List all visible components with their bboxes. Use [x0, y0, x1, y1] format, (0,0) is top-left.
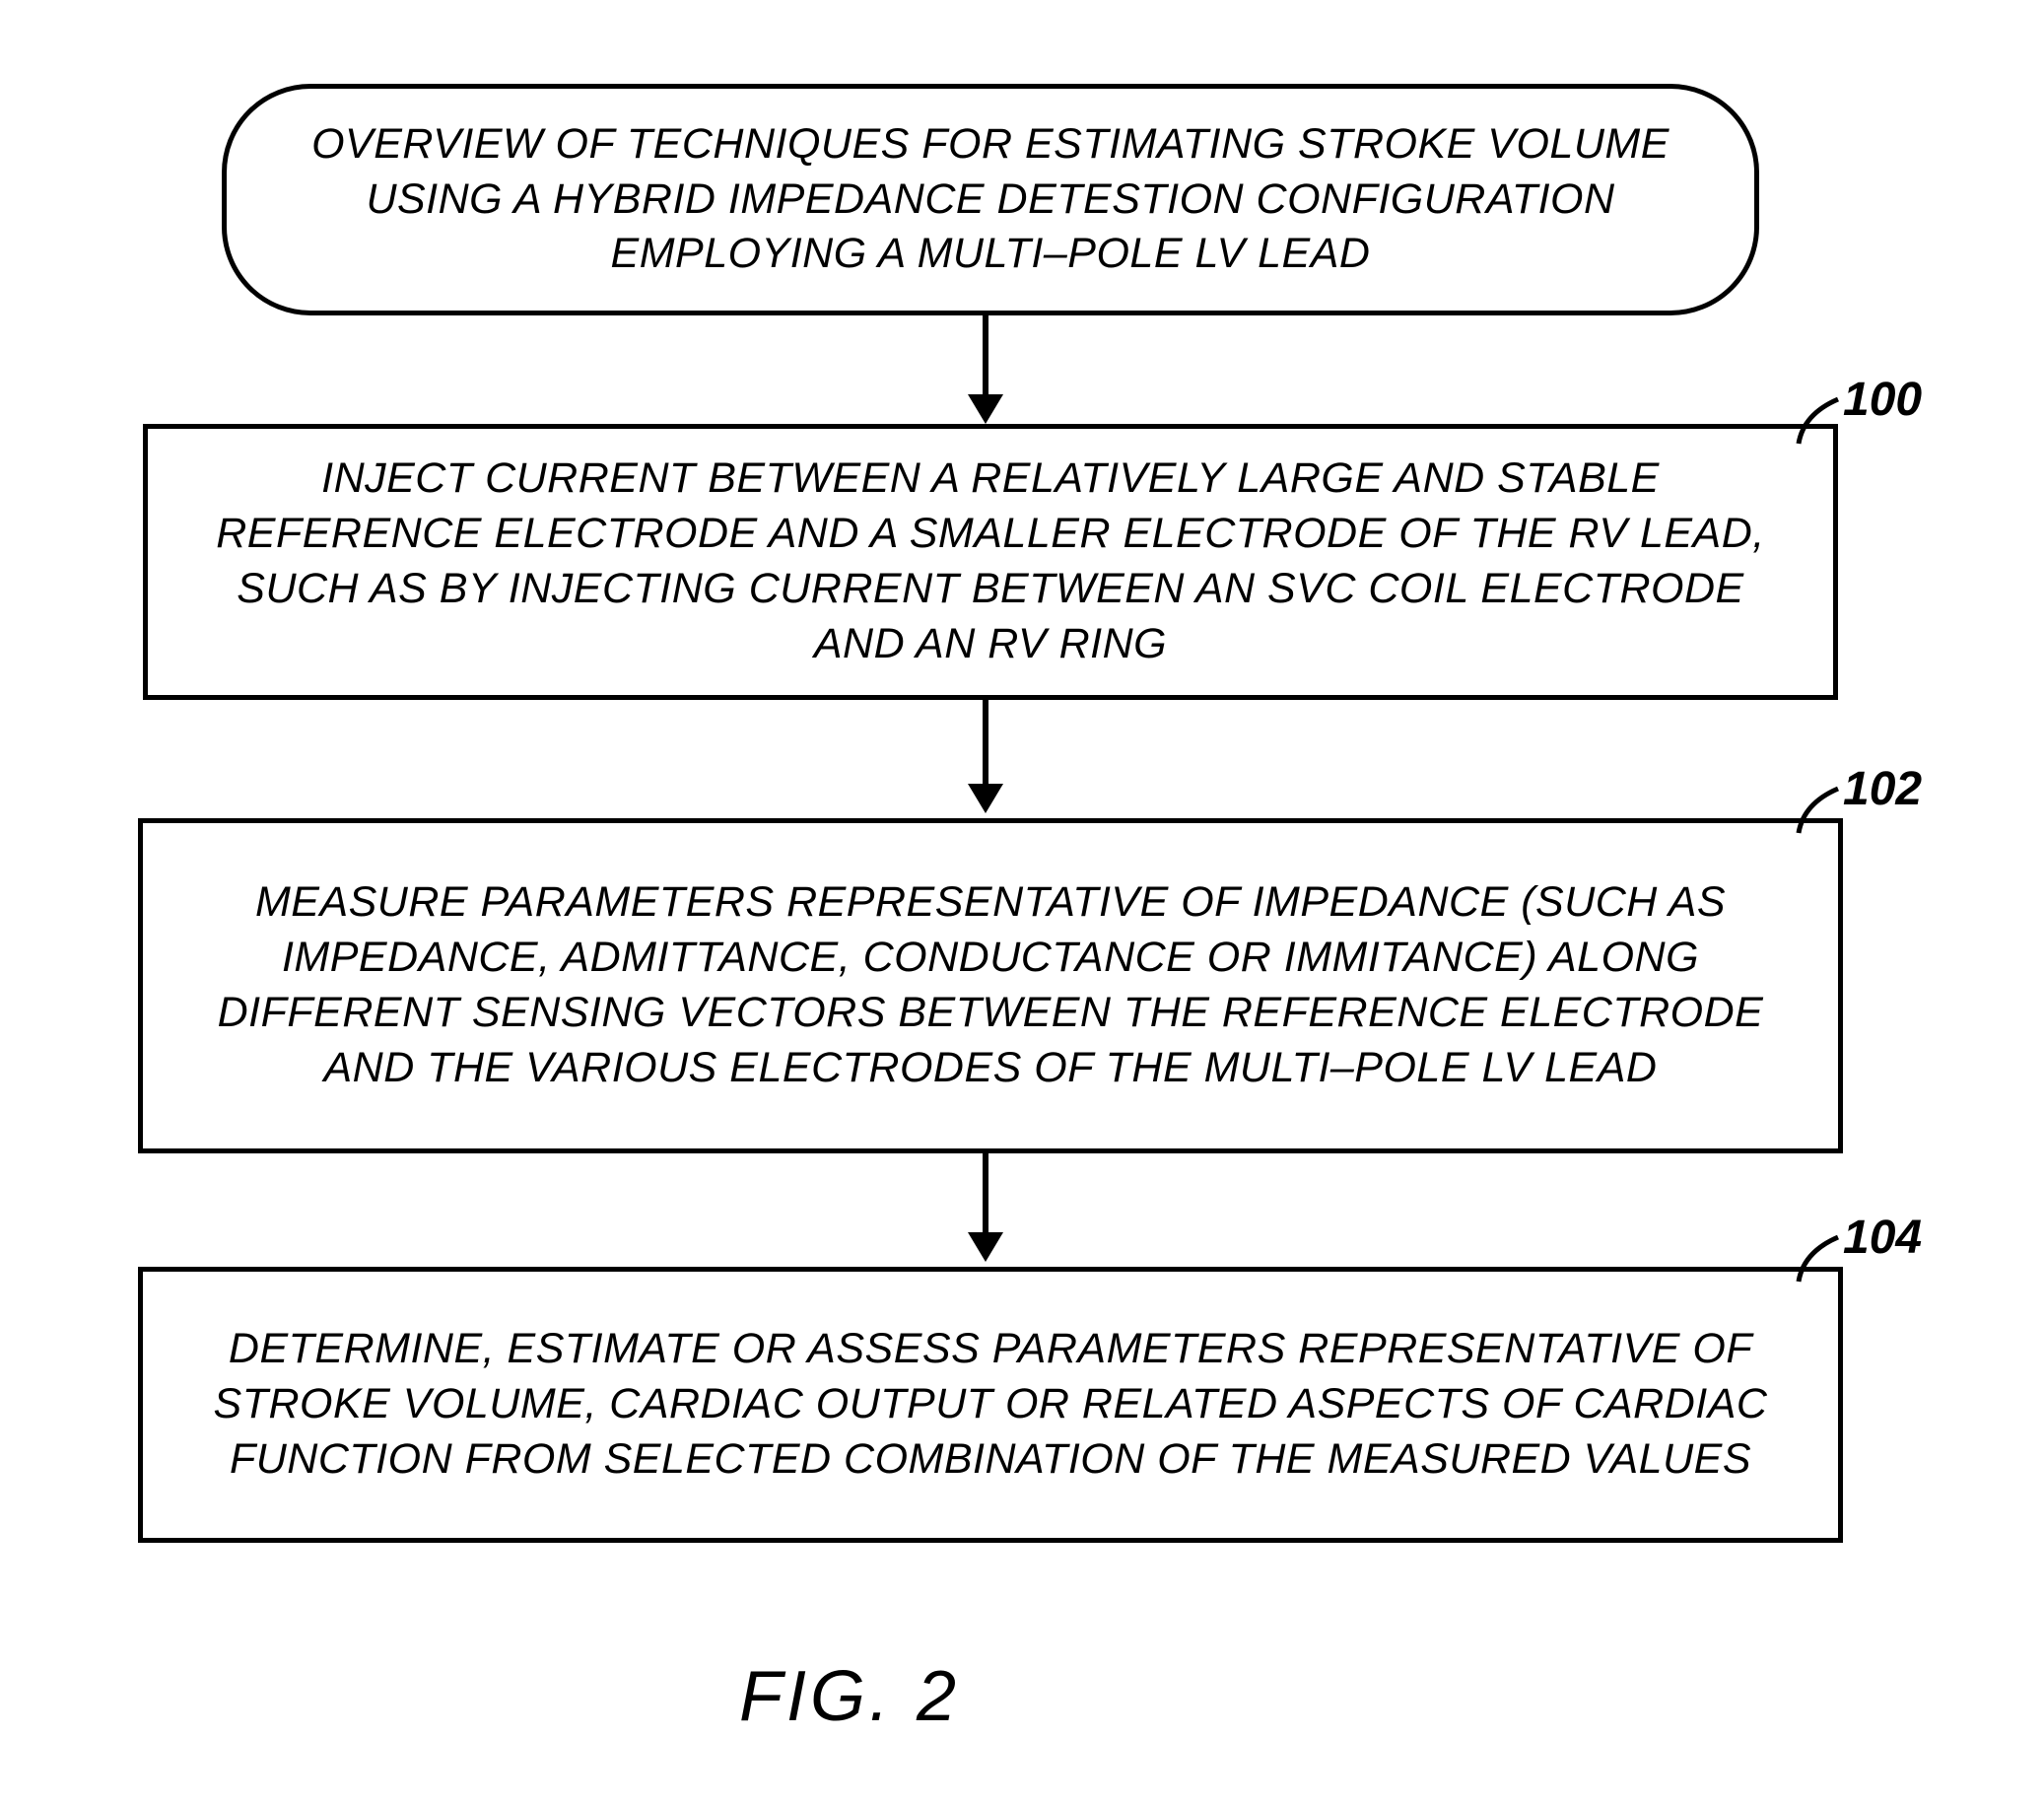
step-102-box: MEASURE PARAMETERS REPRESENTATIVE OF IMP…: [138, 818, 1843, 1153]
ref-102-label: 102: [1843, 762, 1922, 816]
arrow-1-head: [968, 394, 1003, 424]
step-104-box: DETERMINE, ESTIMATE OR ASSESS PARAMETERS…: [138, 1267, 1843, 1543]
ref-102-curve: [1794, 779, 1848, 838]
arrow-2-line: [983, 700, 988, 789]
step-102-text: MEASURE PARAMETERS REPRESENTATIVE OF IMP…: [182, 875, 1799, 1096]
ref-100-curve: [1794, 389, 1848, 449]
step-104-text: DETERMINE, ESTIMATE OR ASSESS PARAMETERS…: [182, 1322, 1799, 1488]
ref-100-label: 100: [1843, 373, 1922, 427]
ref-104-curve: [1794, 1227, 1848, 1286]
step-100-text: INJECT CURRENT BETWEEN A RELATIVELY LARG…: [187, 452, 1794, 672]
flowchart-canvas: OVERVIEW OF TECHNIQUES FOR ESTIMATING ST…: [0, 0, 2044, 1806]
arrow-2-head: [968, 784, 1003, 813]
title-text: OVERVIEW OF TECHNIQUES FOR ESTIMATING ST…: [266, 117, 1715, 283]
arrow-3-head: [968, 1232, 1003, 1262]
step-100-box: INJECT CURRENT BETWEEN A RELATIVELY LARG…: [143, 424, 1838, 700]
arrow-1-line: [983, 315, 988, 399]
figure-label: FIG. 2: [739, 1656, 960, 1737]
arrow-3-line: [983, 1153, 988, 1237]
title-box: OVERVIEW OF TECHNIQUES FOR ESTIMATING ST…: [222, 84, 1759, 315]
ref-104-label: 104: [1843, 1211, 1922, 1265]
